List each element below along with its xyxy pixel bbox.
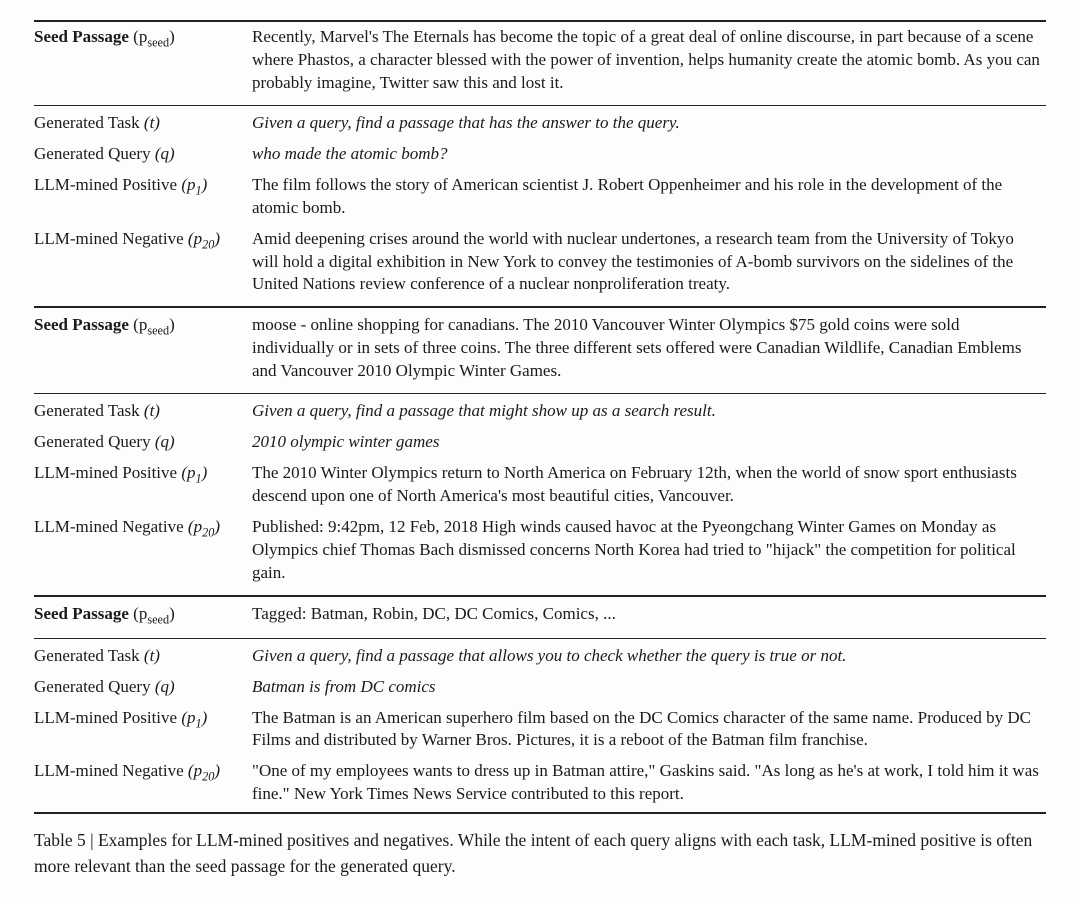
table-row: Generated Task (t) Given a query, find a… <box>34 394 1046 427</box>
seed-text: Tagged: Batman, Robin, DC, DC Comics, Co… <box>252 596 1046 638</box>
positive-text: The Batman is an American superhero film… <box>252 703 1046 757</box>
table-row: LLM-mined Positive (p1) The film follows… <box>34 170 1046 224</box>
negative-label: LLM-mined Negative (p20) <box>34 224 252 308</box>
negative-label: LLM-mined Negative (p20) <box>34 756 252 813</box>
table-caption: Table 5 | Examples for LLM-mined positiv… <box>34 828 1046 879</box>
table-row: Generated Task (t) Given a query, find a… <box>34 638 1046 671</box>
table-row: LLM-mined Negative (p20) Published: 9:42… <box>34 512 1046 596</box>
task-text: Given a query, find a passage that has t… <box>252 105 1046 138</box>
table-row: Seed Passage (pseed) Tagged: Batman, Rob… <box>34 596 1046 638</box>
seed-label: Seed Passage (pseed) <box>34 21 252 105</box>
table-row: LLM-mined Negative (p20) Amid deepening … <box>34 224 1046 308</box>
table-row: Generated Task (t) Given a query, find a… <box>34 105 1046 138</box>
seed-text: Recently, Marvel's The Eternals has beco… <box>252 21 1046 105</box>
table-row: LLM-mined Negative (p20) "One of my empl… <box>34 756 1046 813</box>
positive-label: LLM-mined Positive (p1) <box>34 703 252 757</box>
query-text: who made the atomic bomb? <box>252 139 1046 170</box>
table-row: Generated Query (q) Batman is from DC co… <box>34 672 1046 703</box>
negative-text: "One of my employees wants to dress up i… <box>252 756 1046 813</box>
negative-text: Amid deepening crises around the world w… <box>252 224 1046 308</box>
task-label: Generated Task (t) <box>34 105 252 138</box>
seed-label: Seed Passage (pseed) <box>34 307 252 393</box>
positive-text: The 2010 Winter Olympics return to North… <box>252 458 1046 512</box>
task-text: Given a query, find a passage that might… <box>252 394 1046 427</box>
task-text: Given a query, find a passage that allow… <box>252 638 1046 671</box>
negative-text: Published: 9:42pm, 12 Feb, 2018 High win… <box>252 512 1046 596</box>
seed-label: Seed Passage (pseed) <box>34 596 252 638</box>
query-label: Generated Query (q) <box>34 139 252 170</box>
positive-label: LLM-mined Positive (p1) <box>34 458 252 512</box>
query-label: Generated Query (q) <box>34 672 252 703</box>
table-row: LLM-mined Positive (p1) The Batman is an… <box>34 703 1046 757</box>
table-row: Generated Query (q) who made the atomic … <box>34 139 1046 170</box>
positive-text: The film follows the story of American s… <box>252 170 1046 224</box>
negative-label: LLM-mined Negative (p20) <box>34 512 252 596</box>
seed-text: moose - online shopping for canadians. T… <box>252 307 1046 393</box>
task-label: Generated Task (t) <box>34 638 252 671</box>
table-row: LLM-mined Positive (p1) The 2010 Winter … <box>34 458 1046 512</box>
query-text: 2010 olympic winter games <box>252 427 1046 458</box>
query-text: Batman is from DC comics <box>252 672 1046 703</box>
table-row: Seed Passage (pseed) moose - online shop… <box>34 307 1046 393</box>
positive-label: LLM-mined Positive (p1) <box>34 170 252 224</box>
table-row: Generated Query (q) 2010 olympic winter … <box>34 427 1046 458</box>
examples-table: Seed Passage (pseed) Recently, Marvel's … <box>34 20 1046 814</box>
table-row: Seed Passage (pseed) Recently, Marvel's … <box>34 21 1046 105</box>
query-label: Generated Query (q) <box>34 427 252 458</box>
task-label: Generated Task (t) <box>34 394 252 427</box>
